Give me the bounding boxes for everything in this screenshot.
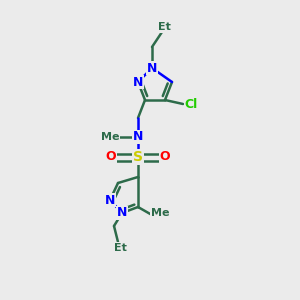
Text: Cl: Cl: [184, 98, 198, 110]
Text: N: N: [117, 206, 127, 220]
Text: N: N: [147, 61, 157, 74]
Text: Me: Me: [101, 132, 119, 142]
Text: N: N: [105, 194, 115, 206]
Text: N: N: [133, 76, 143, 88]
Text: Me: Me: [151, 208, 169, 218]
Text: O: O: [106, 151, 116, 164]
Text: N: N: [133, 130, 143, 143]
Text: S: S: [133, 150, 143, 164]
Text: O: O: [160, 151, 170, 164]
Text: Et: Et: [114, 243, 126, 253]
Text: Et: Et: [158, 22, 170, 32]
